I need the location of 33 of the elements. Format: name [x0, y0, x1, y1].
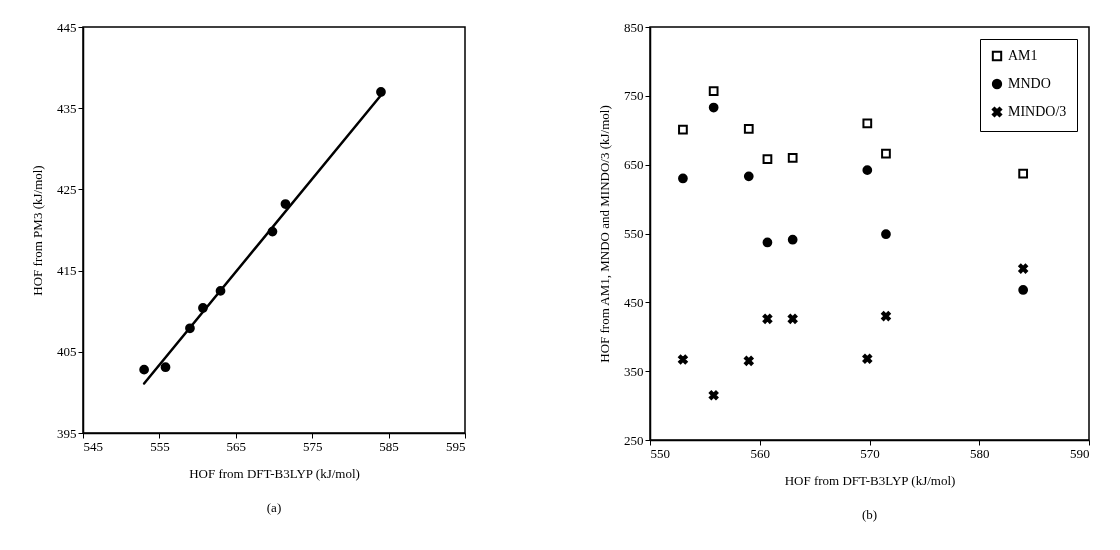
y-tick-label: 415: [57, 263, 77, 279]
y-tick-label: 550: [624, 226, 644, 241]
y-tick-label: 250: [624, 432, 644, 448]
x-tick-label: 550: [650, 445, 670, 461]
x-tick-label: 585: [379, 438, 399, 454]
y-tick-label: 425: [57, 181, 77, 197]
y-axis-title: HOF from AM1, MNDO and MINDO/3 (kJ/mol): [597, 105, 612, 363]
x-tick-label: 555: [150, 438, 170, 454]
x-tick-label: 580: [970, 445, 990, 461]
text: (b): [861, 507, 878, 522]
y-tick-label: 435: [57, 100, 77, 116]
y-tick-label: 350: [624, 363, 644, 379]
x-tick-label: 595: [446, 438, 466, 454]
y-tick-label: 650: [624, 157, 644, 173]
legend-label: AM1: [1008, 48, 1038, 63]
x-axis-title: HOF from DFT-B3LYP (kJ/mol): [189, 465, 360, 481]
x-tick-label: 545: [83, 438, 103, 454]
legend-label: MINDO/3: [1008, 104, 1067, 119]
x-tick-label: 560: [750, 445, 770, 461]
y-tick-label: 450: [624, 294, 644, 310]
y-tick-label: 395: [57, 425, 77, 441]
y-tick-label: 405: [57, 344, 77, 360]
y-tick-label: 750: [624, 88, 644, 104]
text: (a): [266, 500, 282, 515]
x-tick-label: 565: [226, 438, 247, 454]
y-tick-label: 445: [57, 19, 77, 35]
x-tick-label: 570: [860, 445, 880, 461]
y-tick-label: 850: [624, 19, 644, 35]
legend-label: MNDO: [1008, 76, 1051, 91]
x-tick-label: 590: [1070, 445, 1090, 461]
y-axis-title: HOF from PM3 (kJ/mol): [30, 165, 45, 296]
x-axis-title: HOF from DFT-B3LYP (kJ/mol): [784, 472, 956, 488]
x-tick-label: 575: [302, 438, 323, 454]
